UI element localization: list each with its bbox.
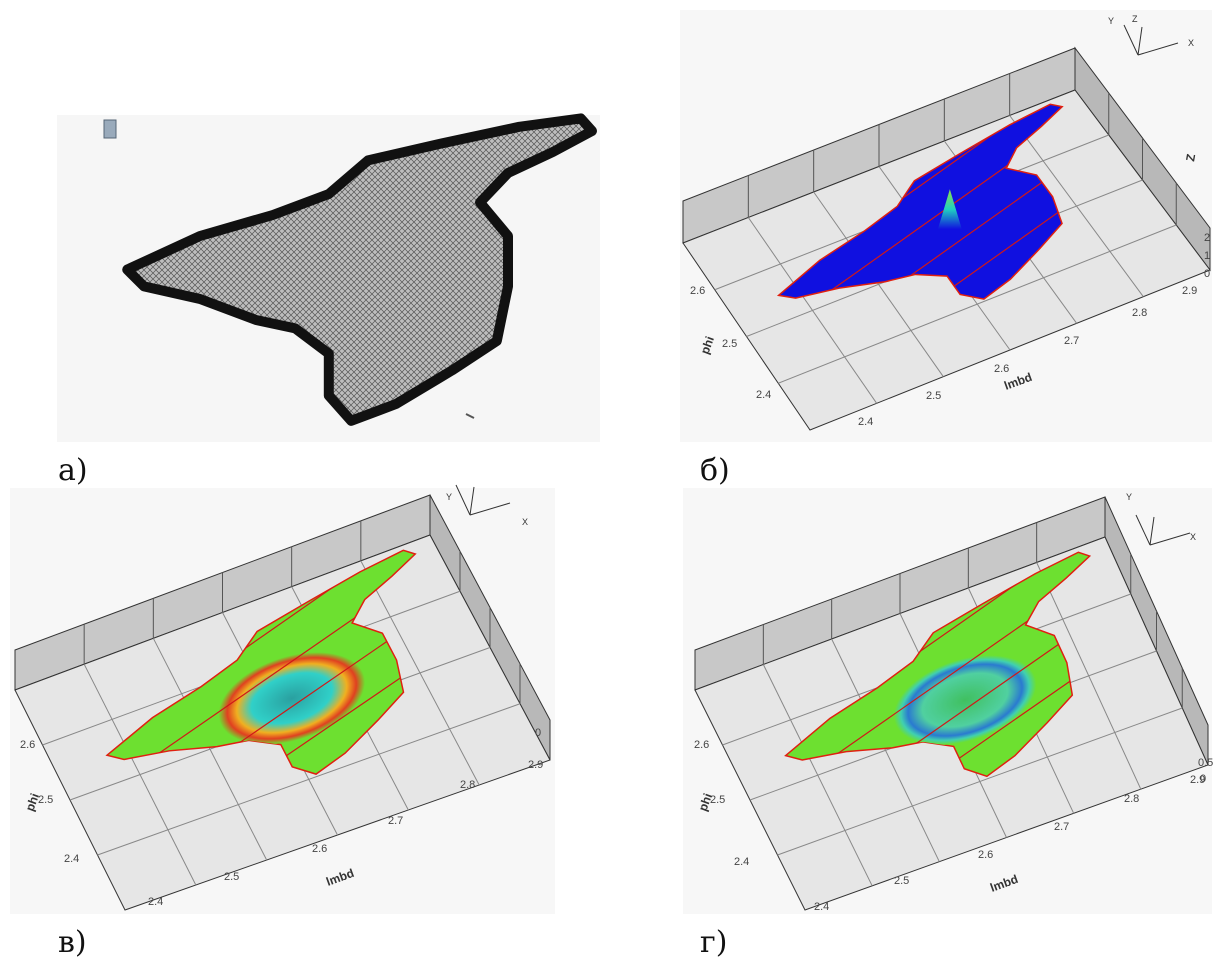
y-tick-label: 2.4 [734, 856, 749, 868]
x-tick-label: 2.9 [1182, 285, 1197, 297]
x-tick-label: 2.7 [1064, 335, 1079, 347]
triad-label: X [1188, 38, 1194, 48]
x-tick-label: 2.6 [312, 843, 327, 855]
x-tick-label: 2.6 [994, 363, 1009, 375]
x-tick-label: 2.4 [148, 896, 163, 908]
triad-label: Y [1126, 492, 1132, 502]
panel-label: б) [700, 453, 730, 488]
figure: а) б) в) г) 2.6 2.5 2.4 phi 2.4 2.5 2.6 … [0, 0, 1216, 958]
x-tick-label: 2.4 [814, 901, 829, 913]
triad-label: Y [1108, 16, 1114, 26]
z-tick-label: 0 [1200, 773, 1206, 785]
panel-label: в) [58, 925, 87, 958]
triad-label: Z [1132, 14, 1138, 24]
map-icon [104, 120, 116, 138]
panels [10, 10, 1212, 943]
triad-label: Y [446, 492, 452, 502]
y-tick-label: 2.6 [20, 739, 35, 751]
y-tick-label: 2.4 [64, 853, 79, 865]
panel-label: г) [700, 925, 727, 958]
triad-label: X [522, 517, 528, 527]
z-tick-label: 0 [535, 727, 541, 739]
z-tick-label: 2 [1204, 232, 1210, 244]
z-tick-label: 1 [1204, 250, 1210, 262]
y-tick-label: 2.6 [690, 285, 705, 297]
y-tick-label: 2.4 [756, 389, 771, 401]
y-tick-label: 2.5 [722, 338, 737, 350]
x-tick-label: 2.5 [894, 875, 909, 887]
x-tick-label: 2.4 [858, 416, 873, 428]
panel-3d [10, 485, 555, 943]
triad-label: X [1190, 532, 1196, 542]
z-tick-label: 0.5 [1198, 757, 1213, 769]
panel-label: а) [58, 453, 88, 488]
x-tick-label: 2.5 [926, 390, 941, 402]
x-tick-label: 2.6 [978, 849, 993, 861]
x-tick-label: 2.7 [388, 815, 403, 827]
x-tick-label: 2.9 [528, 759, 543, 771]
z-tick-label: 0 [1204, 268, 1210, 280]
x-tick-label: 2.8 [460, 779, 475, 791]
panel-3d [683, 488, 1212, 943]
y-tick-label: 2.6 [694, 739, 709, 751]
x-tick-label: 2.8 [1124, 793, 1139, 805]
x-tick-label: 2.5 [224, 871, 239, 883]
x-tick-label: 2.7 [1054, 821, 1069, 833]
x-tick-label: 2.8 [1132, 307, 1147, 319]
panel-map [57, 115, 600, 442]
